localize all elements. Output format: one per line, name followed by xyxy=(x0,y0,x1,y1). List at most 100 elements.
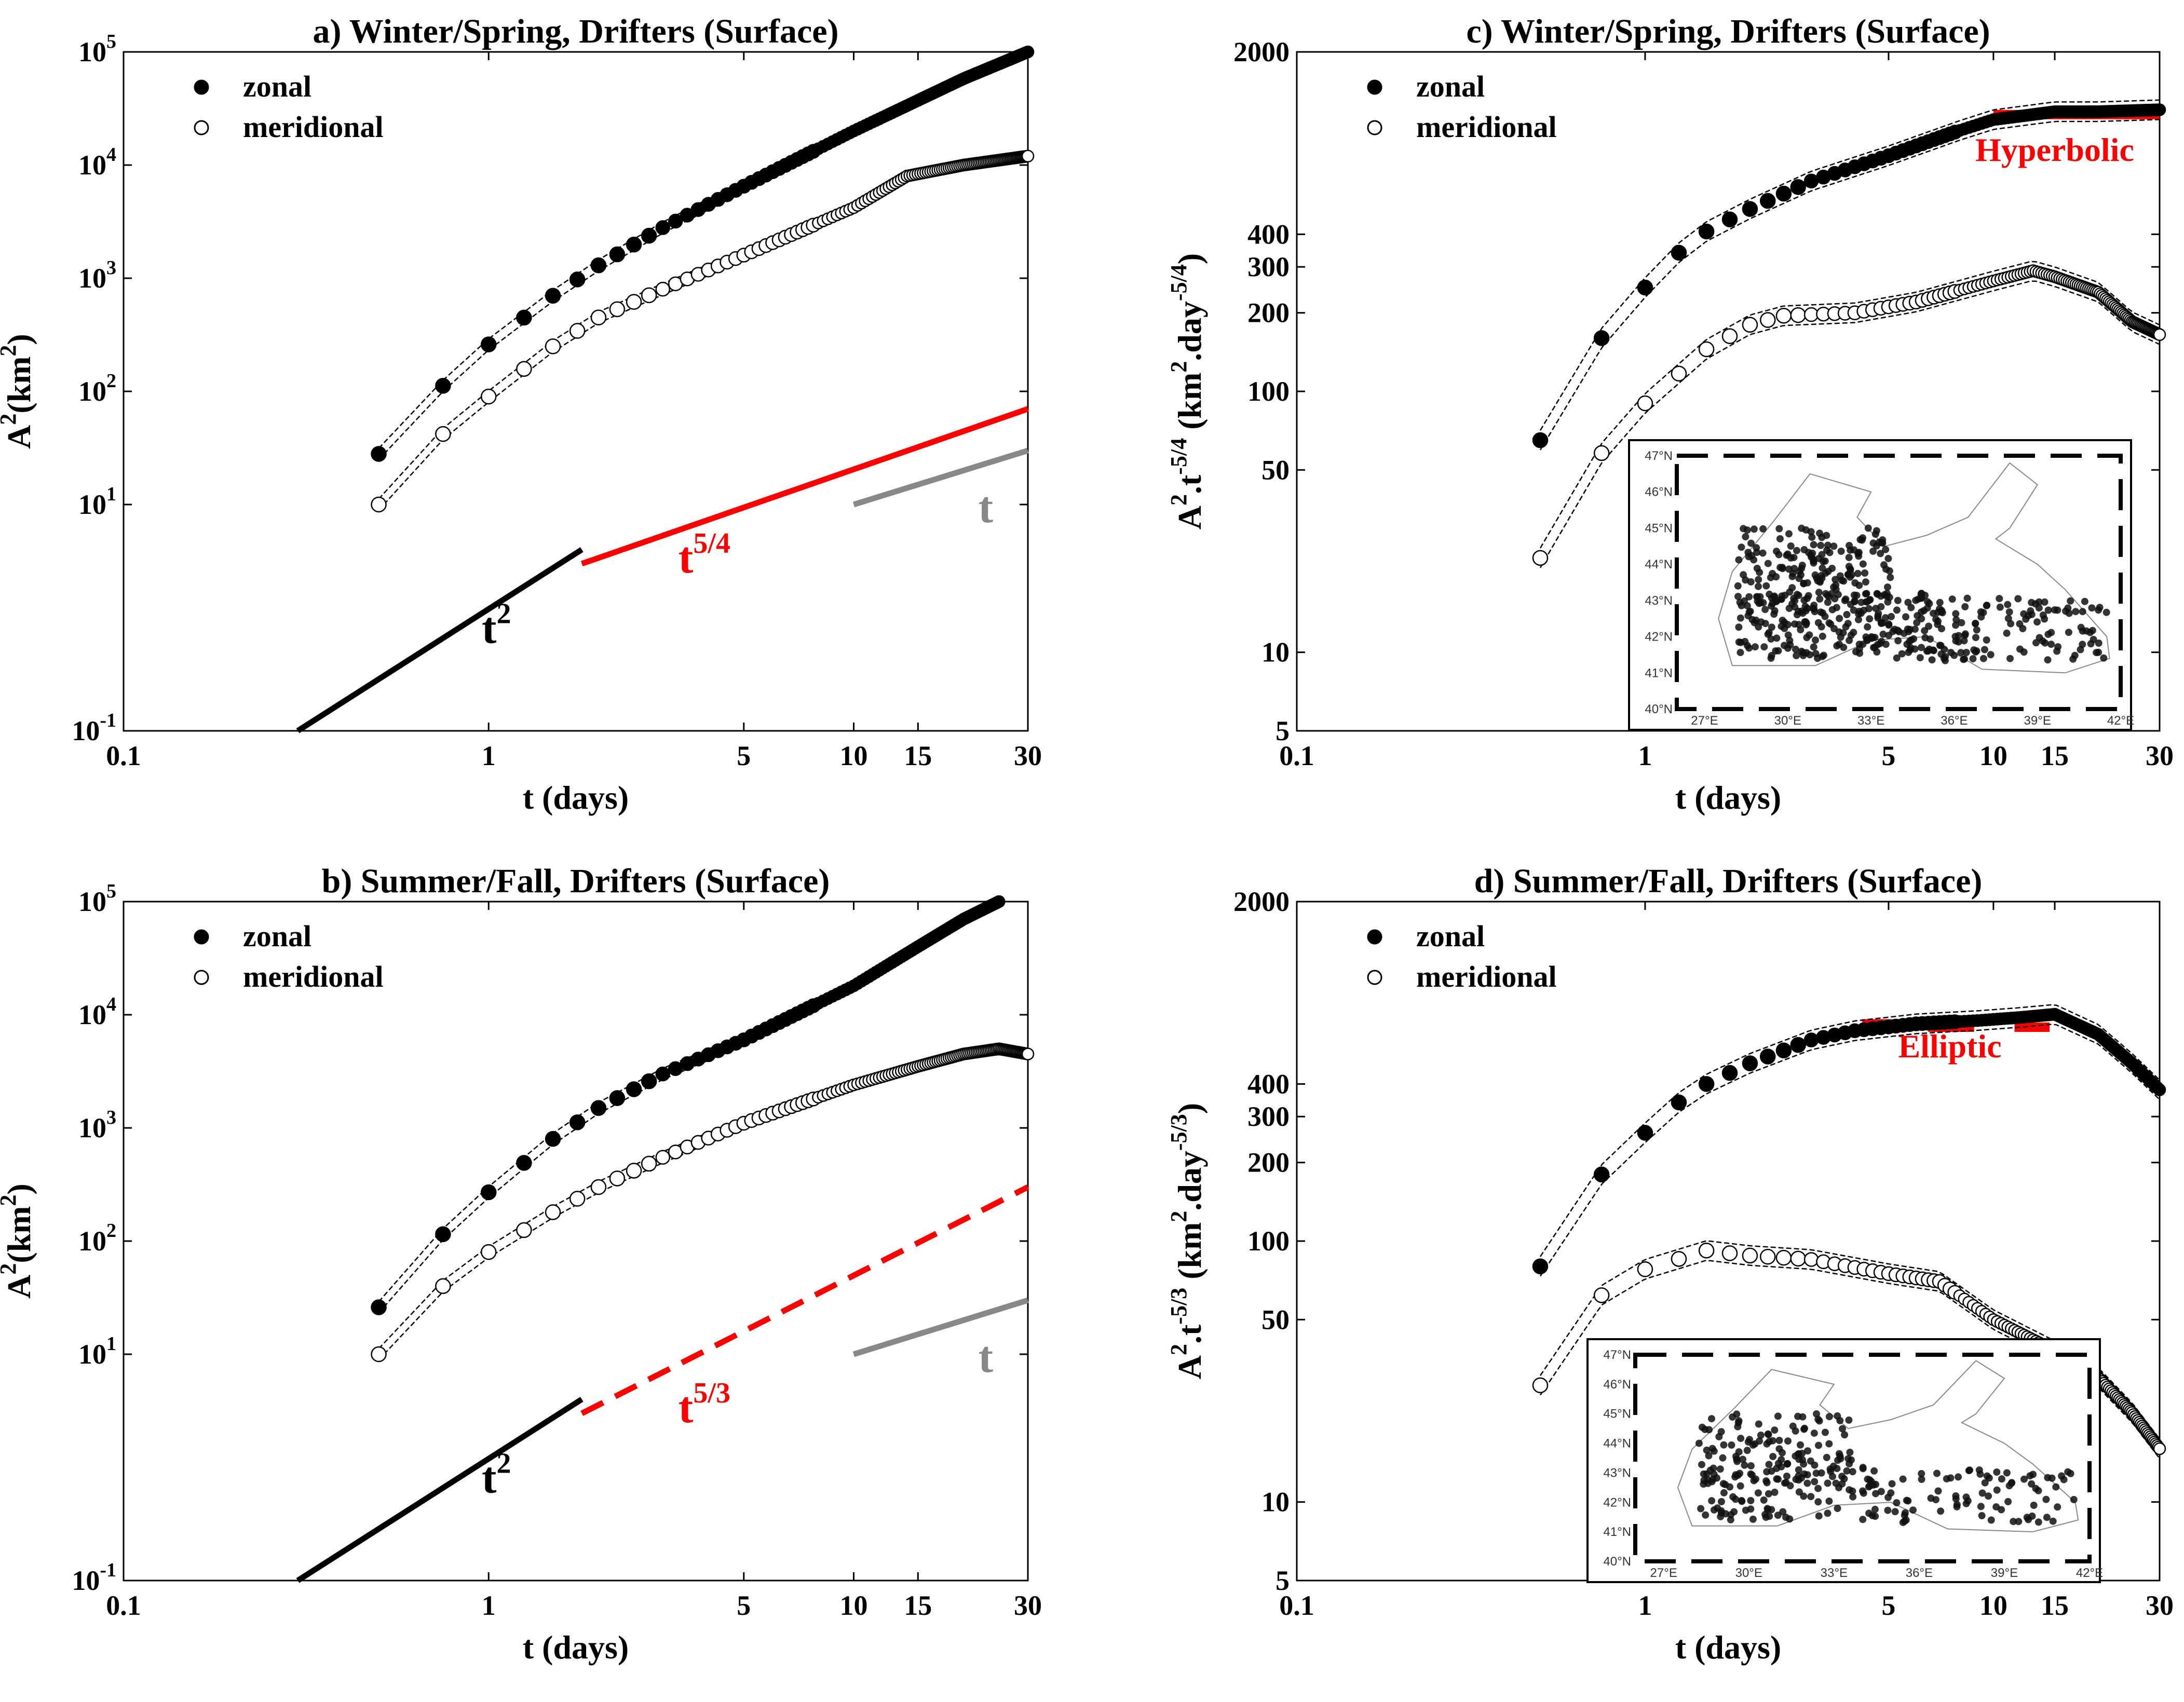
data-point xyxy=(590,309,607,325)
drifter-point xyxy=(2014,595,2022,603)
drifter-point xyxy=(1952,621,1960,629)
drifter-point xyxy=(1737,1435,1745,1442)
drifter-point xyxy=(1846,1449,1854,1456)
drifter-point xyxy=(1864,524,1872,532)
y-axis-label: A2(km2) xyxy=(0,334,37,449)
drifter-point xyxy=(1923,598,1931,606)
drifter-point xyxy=(1866,615,1874,623)
data-point xyxy=(1532,432,1549,448)
drifter-point xyxy=(1923,604,1931,612)
drifter-point xyxy=(1807,1493,1815,1501)
y-tick-label: 100 xyxy=(1247,1226,1290,1257)
drifter-point xyxy=(1850,591,1858,599)
confidence-upper-zonal xyxy=(378,46,1028,449)
drifter-point xyxy=(1779,617,1786,624)
drifter-point xyxy=(1930,609,1937,617)
drifter-point xyxy=(2065,609,2073,617)
drifter-point xyxy=(1800,596,1808,604)
drifter-point xyxy=(2065,629,2072,636)
drifter-point xyxy=(1912,596,1920,604)
drifter-point xyxy=(2030,1502,2038,1509)
drifter-point xyxy=(1805,549,1812,556)
drifter-point xyxy=(1936,598,1944,606)
drifter-point xyxy=(1818,551,1826,559)
x-tick-label: 15 xyxy=(2041,740,2069,771)
drifter-point xyxy=(1708,1415,1715,1423)
drifter-point xyxy=(2015,1518,2023,1526)
drifter-point xyxy=(2049,1517,2057,1525)
drifter-point xyxy=(1729,1413,1737,1421)
drifter-point xyxy=(1985,1492,1992,1500)
data-point xyxy=(1803,1252,1819,1267)
drifter-point xyxy=(1798,562,1806,569)
drifter-point xyxy=(1938,625,1945,633)
drifter-point xyxy=(2007,1479,2015,1487)
data-point xyxy=(545,1204,561,1220)
drifter-point xyxy=(1824,1479,1832,1487)
drifter-point xyxy=(1899,1519,1907,1527)
drifter-point xyxy=(1961,632,1969,639)
y-tick-label: 103 xyxy=(78,257,116,294)
drifter-point xyxy=(1819,557,1827,565)
drifter-point xyxy=(1741,597,1748,605)
drifter-point xyxy=(2086,629,2094,636)
data-point xyxy=(1021,149,1035,162)
drifter-point xyxy=(1743,642,1751,649)
drifter-point xyxy=(1737,649,1744,657)
legend-label-zonal: zonal xyxy=(243,919,311,953)
data-point xyxy=(1790,307,1806,323)
drifter-point xyxy=(1763,1468,1771,1476)
data-point xyxy=(641,1155,657,1172)
regime-label: Elliptic xyxy=(1898,1028,2001,1065)
y-tick-label: 5 xyxy=(1276,715,1290,746)
drifter-point xyxy=(2034,1518,2042,1526)
drifter-point xyxy=(1786,641,1794,649)
drifter-point xyxy=(1773,634,1781,642)
series-meridional xyxy=(1532,264,2166,566)
drifter-point xyxy=(1824,541,1832,549)
drifter-point xyxy=(1871,634,1879,642)
y-tick-label: 105 xyxy=(78,880,116,917)
drifter-point xyxy=(2079,608,2086,616)
y-tick-label: 102 xyxy=(78,370,116,407)
drifter-point xyxy=(1859,641,1867,648)
drifter-point xyxy=(1727,1516,1734,1523)
drifter-point xyxy=(1843,611,1851,618)
drifter-point xyxy=(1904,1497,1912,1505)
drifter-point xyxy=(1739,1455,1746,1463)
drifter-point xyxy=(1800,580,1808,587)
drifter-point xyxy=(1705,1452,1713,1460)
drifter-point xyxy=(1830,625,1838,632)
inset-lat-label: 47°N xyxy=(1645,449,1673,463)
drifter-point xyxy=(1934,1487,1942,1495)
reference-line-2 xyxy=(852,447,1029,508)
drifter-point xyxy=(1759,549,1767,557)
drifter-point xyxy=(1751,643,1759,651)
data-point xyxy=(641,1073,657,1090)
drifter-point xyxy=(1754,1489,1762,1497)
drifter-point xyxy=(1953,1501,1961,1508)
drifter-point xyxy=(2095,648,2102,656)
drifter-point xyxy=(1836,615,1843,622)
drifter-point xyxy=(1774,1412,1782,1420)
x-tick-label: 5 xyxy=(737,740,751,771)
data-point xyxy=(1742,1055,1758,1071)
drifter-point xyxy=(1856,536,1864,543)
drifter-point xyxy=(1821,1428,1829,1436)
drifter-point xyxy=(1826,549,1834,556)
confidence-lower-zonal xyxy=(1539,1024,2160,1277)
drifter-point xyxy=(1846,573,1854,581)
data-point xyxy=(1790,179,1806,195)
x-tick-label: 30 xyxy=(1014,1590,1042,1621)
data-point xyxy=(516,1155,532,1171)
drifter-point xyxy=(1786,588,1794,596)
drifter-point xyxy=(1841,1431,1849,1439)
drifter-point xyxy=(1839,1425,1846,1433)
drifter-point xyxy=(1776,564,1784,571)
data-point xyxy=(641,287,657,304)
drifter-point xyxy=(1885,621,1893,629)
drifter-point xyxy=(1877,550,1884,557)
drifter-point xyxy=(1918,644,1925,651)
drifter-point xyxy=(2033,618,2041,626)
panel-title: d) Summer/Fall, Drifters (Surface) xyxy=(1474,862,1983,900)
